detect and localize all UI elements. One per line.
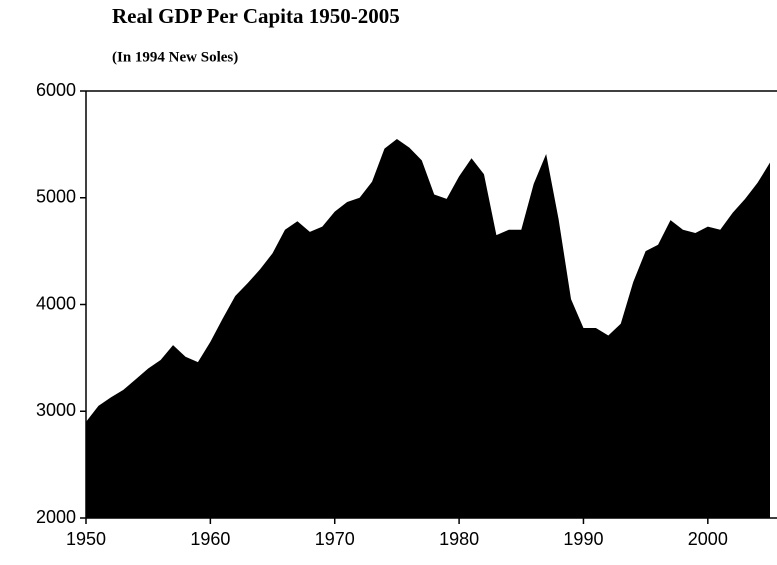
x-tick-label: 1980 bbox=[439, 529, 479, 549]
x-tick-label: 1950 bbox=[66, 529, 106, 549]
y-tick-label: 2000 bbox=[36, 507, 76, 527]
x-tick-label: 1960 bbox=[190, 529, 230, 549]
x-tick-label: 2000 bbox=[688, 529, 728, 549]
area bbox=[86, 139, 770, 518]
x-tick-label: 1970 bbox=[315, 529, 355, 549]
y-tick-label: 5000 bbox=[36, 187, 76, 207]
y-tick-label: 3000 bbox=[36, 400, 76, 420]
x-tick-label: 1990 bbox=[563, 529, 603, 549]
chart-title: Real GDP Per Capita 1950-2005 bbox=[112, 4, 400, 28]
y-tick-label: 4000 bbox=[36, 293, 76, 313]
y-tick-label: 6000 bbox=[36, 80, 76, 100]
chart-subtitle: (In 1994 New Soles) bbox=[112, 49, 238, 65]
